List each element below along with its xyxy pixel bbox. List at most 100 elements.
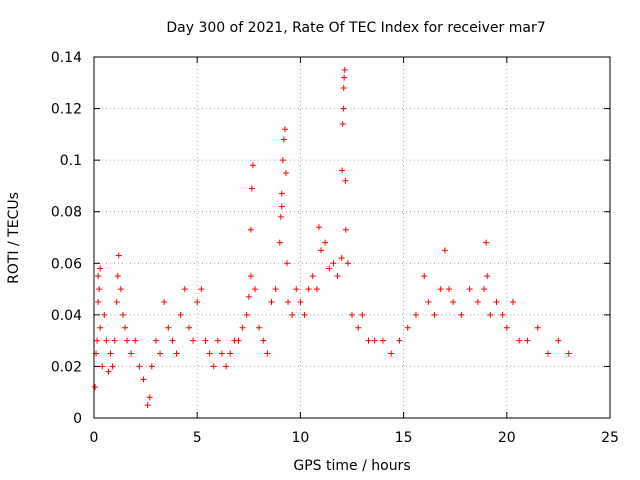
data-point (355, 324, 362, 331)
data-point (173, 350, 180, 357)
data-point (194, 298, 201, 305)
data-point (97, 265, 104, 272)
data-point (276, 239, 283, 246)
data-point (247, 226, 254, 233)
data-point (249, 162, 256, 169)
data-point (404, 324, 411, 331)
data-point (342, 226, 349, 233)
data-point (124, 337, 131, 344)
data-point (534, 324, 541, 331)
data-point (412, 311, 419, 318)
data-point (481, 286, 488, 293)
data-point (503, 324, 510, 331)
data-point (431, 311, 438, 318)
data-point (214, 337, 221, 344)
data-point (425, 298, 432, 305)
data-point (223, 363, 230, 370)
plot-frame (93, 56, 611, 419)
data-point (309, 273, 316, 280)
data-point (315, 224, 322, 231)
data-point (340, 84, 347, 91)
data-point (524, 337, 531, 344)
data-point (305, 286, 312, 293)
data-point (109, 363, 116, 370)
data-point (227, 350, 234, 357)
data-point (359, 311, 366, 318)
data-point (235, 337, 242, 344)
data-point (421, 273, 428, 280)
data-point (516, 337, 523, 344)
data-point (95, 298, 102, 305)
data-point (338, 255, 345, 262)
x-axis-label: GPS time / hours (293, 458, 410, 474)
data-point (334, 273, 341, 280)
data-point (190, 337, 197, 344)
data-point (96, 286, 103, 293)
y-axis-label: ROTI / TECUs (6, 192, 22, 284)
data-point (132, 337, 139, 344)
data-point (239, 324, 246, 331)
data-point (313, 286, 320, 293)
data-point (396, 337, 403, 344)
x-tick-labels: 0 5 10 15 20 25 (90, 430, 619, 446)
data-point (340, 105, 347, 112)
data-point (146, 394, 153, 401)
data-point (140, 376, 147, 383)
data-point (169, 337, 176, 344)
data-point (466, 286, 473, 293)
data-point (165, 324, 172, 331)
y-tick-labels: 0 0.02 0.04 0.06 0.08 0.1 0.12 0.14 (51, 50, 82, 427)
axis-ticks (93, 56, 611, 419)
data-point (181, 286, 188, 293)
data-point (115, 252, 122, 259)
data-point (111, 337, 118, 344)
data-point (248, 185, 255, 192)
data-point (243, 311, 250, 318)
data-point (136, 363, 143, 370)
data-point (128, 350, 135, 357)
y-tick-label: 0.14 (51, 50, 82, 66)
data-point (483, 239, 490, 246)
data-point (341, 66, 348, 73)
x-tick-label: 25 (601, 430, 619, 446)
data-point (493, 298, 500, 305)
y-tick-label: 0.1 (60, 153, 82, 169)
data-point (157, 350, 164, 357)
data-point (119, 311, 126, 318)
x-tick-label: 0 (90, 430, 99, 446)
data-point (152, 337, 159, 344)
data-point (94, 337, 101, 344)
data-point (148, 363, 155, 370)
x-tick-label: 10 (291, 430, 309, 446)
data-point (371, 337, 378, 344)
data-point (379, 337, 386, 344)
data-point (446, 286, 453, 293)
data-point (322, 239, 329, 246)
data-point (301, 311, 308, 318)
data-point (509, 298, 516, 305)
data-point (289, 311, 296, 318)
data-point (251, 286, 258, 293)
data-point (92, 384, 99, 391)
grid-lines (94, 57, 610, 418)
data-point (278, 190, 285, 197)
data-point (282, 170, 289, 177)
data-point (218, 350, 225, 357)
data-point (247, 273, 254, 280)
data-point (277, 213, 284, 220)
data-point (272, 286, 279, 293)
data-point (555, 337, 562, 344)
data-point (293, 286, 300, 293)
data-point (107, 350, 114, 357)
data-point (339, 167, 346, 174)
data-point (103, 337, 110, 344)
data-point (114, 273, 121, 280)
data-point (101, 311, 108, 318)
data-point (95, 273, 102, 280)
data-point (206, 350, 213, 357)
data-point (113, 298, 120, 305)
data-point (565, 350, 572, 357)
data-point (297, 298, 304, 305)
data-point (97, 324, 104, 331)
data-point (161, 298, 168, 305)
